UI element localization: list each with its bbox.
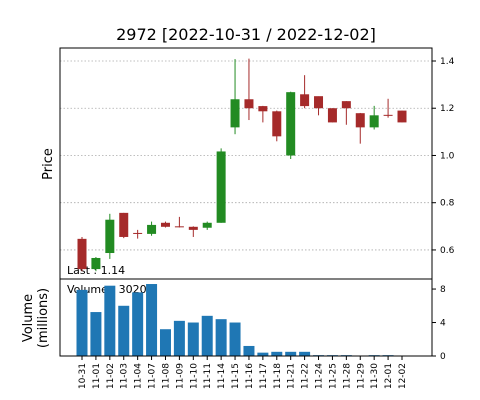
candle-body (230, 99, 240, 128)
y-tick-label: 4 (440, 319, 446, 329)
candle-body (314, 96, 324, 109)
candle-body (341, 101, 351, 109)
x-tick-label: 11-11 (203, 363, 213, 389)
y-tick-label: 0 (440, 352, 446, 362)
candle-body (77, 238, 87, 270)
x-tick-label: 11-10 (189, 363, 199, 389)
x-tick-label: 11-04 (134, 363, 144, 389)
bar (159, 329, 171, 356)
x-tick-label: 11-28 (342, 363, 352, 389)
bar (90, 312, 102, 356)
bar (132, 292, 144, 356)
bar (299, 351, 311, 356)
x-tick-label: 11-21 (287, 363, 297, 389)
bar (146, 284, 158, 356)
bar (215, 319, 227, 356)
candle-body (174, 226, 184, 228)
x-tick-label: 11-18 (273, 363, 283, 389)
x-tick-label: 11-25 (328, 363, 338, 389)
candle-body (355, 113, 365, 128)
bar (76, 289, 88, 356)
x-tick-label: 11-17 (259, 363, 269, 389)
x-tick-label: 10-31 (78, 363, 88, 389)
candle-body (216, 151, 226, 223)
bar (104, 285, 116, 356)
candle-body (147, 224, 157, 234)
bar (257, 352, 269, 356)
bar (243, 345, 255, 356)
x-tick-label: 11-15 (231, 363, 241, 389)
x-tick-label: 11-16 (245, 363, 255, 389)
y-tick-label: 1.2 (440, 104, 454, 114)
x-tick-label: 12-02 (398, 363, 408, 389)
candle-body (105, 219, 115, 254)
x-tick-label: 11-09 (175, 363, 185, 389)
plot-frame (59, 278, 433, 357)
x-tick-label: 11-14 (217, 363, 227, 389)
y-tick-label: 0.6 (440, 246, 455, 256)
bar (285, 351, 297, 356)
candle-body (397, 110, 407, 123)
bar (271, 351, 283, 356)
chart-title: 2972 [2022-10-31 / 2022-12-02] (116, 25, 376, 44)
x-tick-label: 11-01 (92, 363, 102, 389)
y-tick-label: 1.4 (440, 57, 455, 67)
x-tick-label: 11-02 (106, 363, 116, 389)
y-tick-label: 1.0 (440, 151, 455, 161)
candle-body (383, 114, 393, 116)
x-tick-label: 11-30 (370, 363, 380, 389)
x-tick-label: 11-22 (301, 363, 311, 389)
bar (201, 315, 213, 356)
y-axis-label: Volume(millions) (21, 288, 51, 348)
x-tick-label: 11-08 (161, 363, 171, 389)
candle-body (369, 115, 379, 128)
x-tick-label: 11-07 (148, 363, 158, 389)
bar (173, 320, 185, 356)
candle-body (286, 92, 296, 156)
x-tick-label: 12-01 (384, 363, 394, 389)
candle-body (202, 222, 212, 228)
x-tick-label: 11-24 (315, 363, 325, 389)
bar (118, 305, 130, 356)
x-tick-label: 11-29 (356, 363, 366, 389)
candle-body (119, 212, 129, 237)
plot-frame (59, 47, 433, 280)
candle-body (244, 99, 254, 109)
candle-body (327, 108, 337, 123)
candle-body (188, 226, 198, 230)
candle-body (133, 232, 143, 234)
bar (229, 322, 241, 356)
candle-body (300, 94, 310, 107)
x-tick-label: 11-03 (120, 363, 130, 389)
candle-body (160, 222, 170, 227)
y-tick-label: 0.8 (440, 199, 455, 209)
bar (187, 322, 199, 356)
y-axis-label: Price (41, 148, 56, 180)
candle-body (91, 257, 101, 270)
candle-body (258, 106, 268, 112)
y-tick-label: 8 (440, 285, 446, 295)
candle-body (272, 111, 282, 137)
